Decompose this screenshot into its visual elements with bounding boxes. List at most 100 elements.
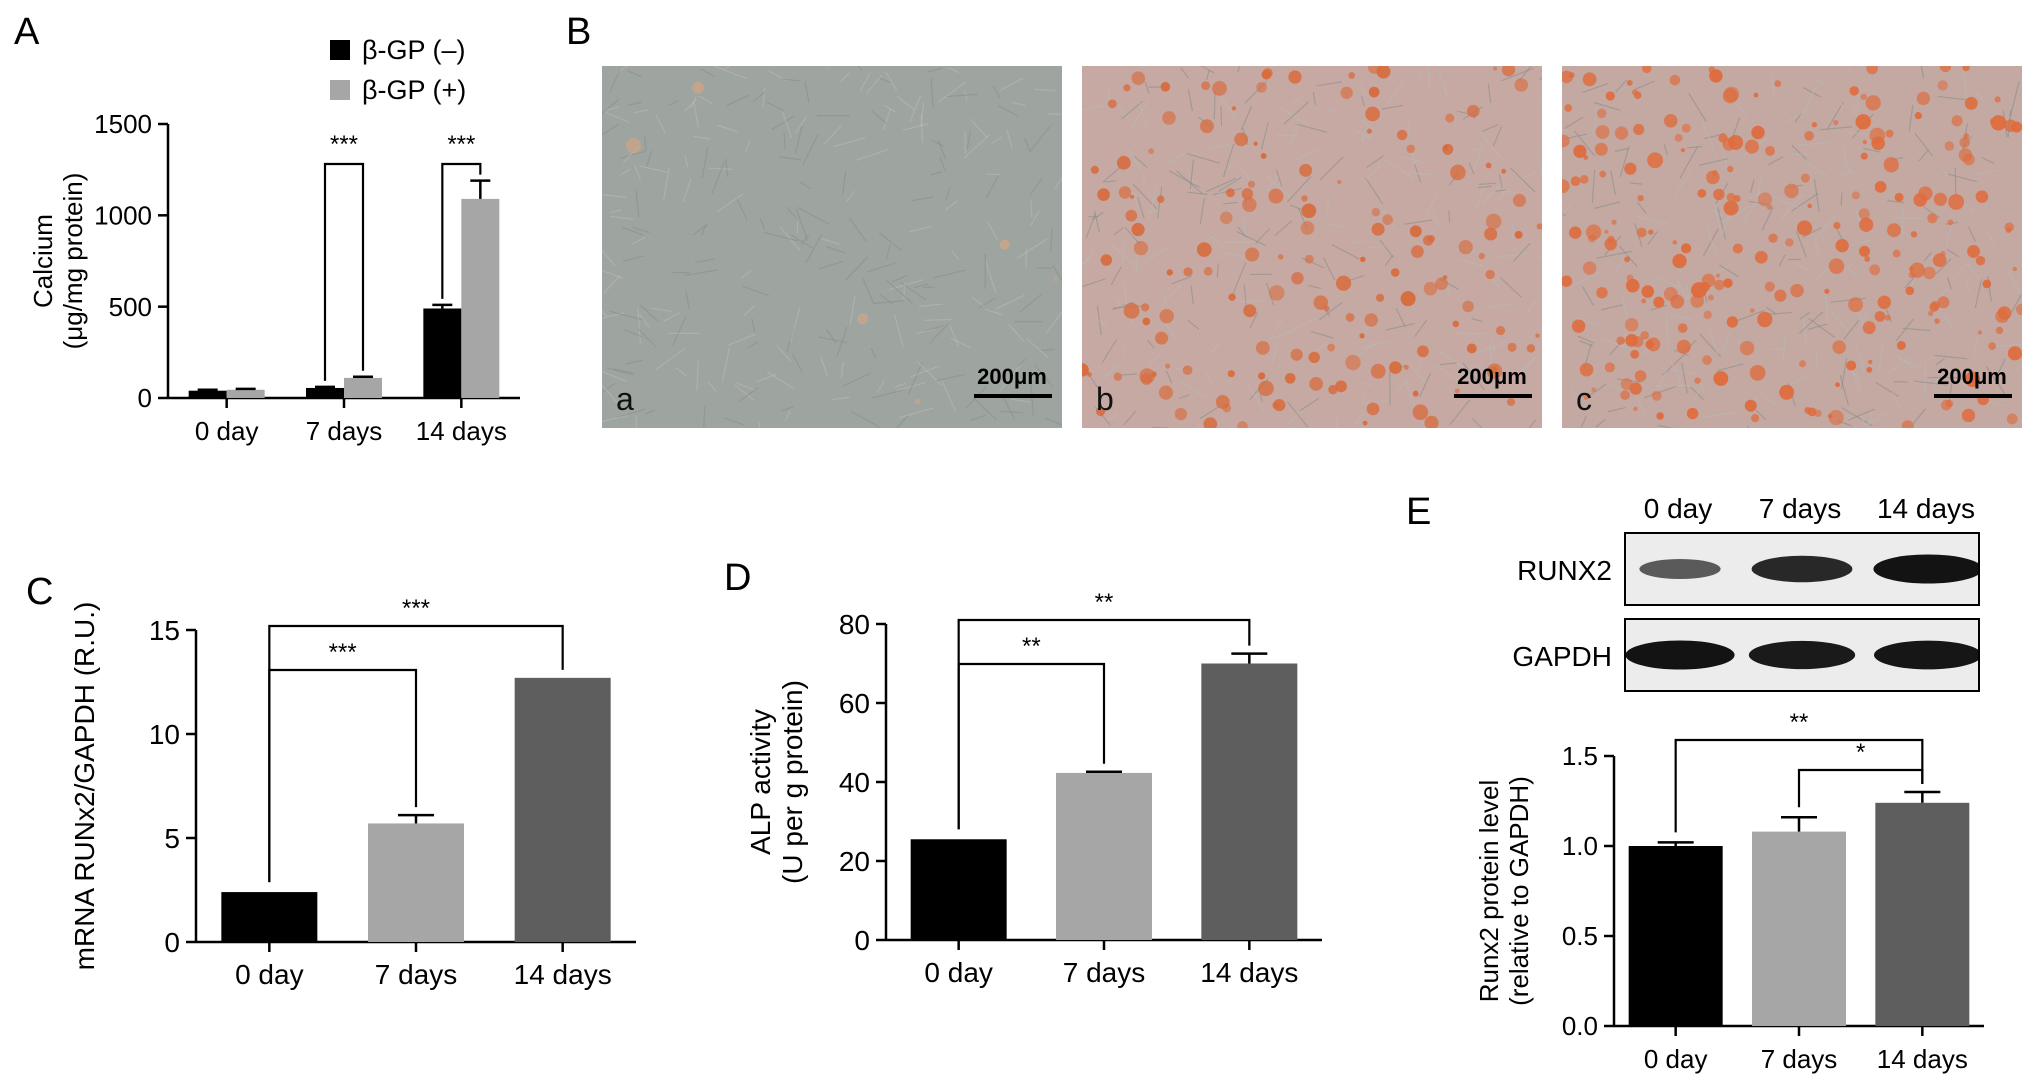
cell-fiber xyxy=(1666,315,1669,349)
mineral-nodule xyxy=(1633,406,1638,412)
mineral-nodule xyxy=(1728,134,1744,150)
cell-fiber xyxy=(1765,306,1776,315)
mineral-nodule xyxy=(1409,225,1422,238)
cell-fiber xyxy=(1472,418,1483,428)
mineral-nodule xyxy=(1125,209,1138,222)
mineral-nodule xyxy=(1493,66,1498,71)
bar xyxy=(1056,772,1152,940)
cell-fiber xyxy=(1512,242,1531,262)
cell-fiber xyxy=(1848,408,1875,421)
mineral-nodule xyxy=(1934,318,1940,324)
cell-fiber xyxy=(1360,382,1373,387)
cell-fiber xyxy=(963,133,991,159)
cell-fiber xyxy=(1901,208,1904,241)
cell-fiber xyxy=(1996,358,2006,376)
bar xyxy=(344,377,382,398)
mineral-nodule xyxy=(1594,142,1608,156)
mineral-nodule xyxy=(1442,144,1449,151)
blot-band xyxy=(1639,558,1721,580)
mineral-nodule xyxy=(1869,127,1886,144)
cell-fiber xyxy=(1712,264,1731,277)
mineral-nodule xyxy=(1166,269,1173,276)
bar xyxy=(221,892,318,942)
mineral-nodule xyxy=(1053,276,1059,282)
mineral-nodule xyxy=(1403,364,1409,370)
mineral-nodule xyxy=(1927,310,1934,317)
mineral-nodule xyxy=(1113,372,1123,381)
cell-fiber xyxy=(1287,125,1300,146)
mineral-nodule xyxy=(1653,296,1665,308)
mineral-nodule xyxy=(1862,321,1876,335)
y-tick-label: 80 xyxy=(839,609,870,640)
cell-fiber xyxy=(685,290,691,310)
mineral-nodule xyxy=(1883,157,1899,173)
mineral-nodule xyxy=(1681,123,1691,133)
cell-fiber xyxy=(1974,279,1983,309)
cell-fiber xyxy=(1352,128,1373,140)
cell-fiber xyxy=(856,66,863,72)
cell-fiber xyxy=(1016,238,1048,259)
mineral-nodule xyxy=(2006,413,2018,425)
bar xyxy=(306,387,344,398)
cell-fiber xyxy=(978,297,997,309)
cell-fiber xyxy=(1235,162,1251,181)
cell-fiber xyxy=(882,108,891,131)
significance-bracket xyxy=(1674,738,1924,833)
cell-fiber xyxy=(818,261,843,270)
y-tick-label: 5 xyxy=(164,823,180,854)
mineral-nodule xyxy=(1727,165,1734,173)
cell-fiber xyxy=(1275,169,1283,187)
mineral-nodule xyxy=(1417,345,1429,358)
cell-fiber xyxy=(1863,147,1881,153)
cell-fiber xyxy=(1402,156,1425,164)
cell-fiber xyxy=(1495,189,1507,192)
cell-fiber xyxy=(1019,293,1043,313)
cell-fiber xyxy=(1904,275,1916,289)
cell-fiber xyxy=(762,87,766,107)
mineral-nodule xyxy=(1284,372,1296,384)
mineral-nodule xyxy=(1123,84,1131,92)
cell-fiber xyxy=(1828,309,1849,332)
mineral-nodule xyxy=(1750,413,1760,423)
cell-fiber xyxy=(1123,410,1137,426)
cell-fiber xyxy=(1204,370,1214,385)
cell-fiber xyxy=(1011,101,1026,107)
cell-fiber xyxy=(1331,244,1360,260)
mineral-nodule xyxy=(1301,203,1317,219)
cell-fiber xyxy=(742,305,756,317)
cell-fiber xyxy=(1633,214,1669,225)
mineral-nodule xyxy=(1412,390,1419,397)
cell-fiber xyxy=(891,274,909,283)
mineral-nodule xyxy=(1874,311,1886,322)
cell-fiber xyxy=(1082,258,1092,264)
cell-fiber xyxy=(655,115,666,133)
cell-fiber xyxy=(1236,230,1267,247)
mineral-nodule xyxy=(1396,129,1408,141)
cell-fiber xyxy=(1815,80,1827,86)
scale-bar-label: 200μm xyxy=(1937,364,2007,389)
cell-fiber xyxy=(781,78,800,82)
cell-fiber xyxy=(1187,319,1200,330)
cell-fiber xyxy=(1167,152,1186,164)
cell-fiber xyxy=(1912,408,1926,425)
cell-fiber xyxy=(1187,89,1193,112)
cell-fiber xyxy=(1036,267,1052,269)
cell-fiber xyxy=(1897,358,1922,368)
mineral-nodule xyxy=(1435,277,1448,291)
mineral-nodule xyxy=(1366,402,1380,416)
cell-fiber xyxy=(1596,250,1632,259)
mineral-nodule xyxy=(1800,173,1810,183)
cell-fiber xyxy=(1132,183,1158,210)
cell-fiber xyxy=(1029,210,1040,227)
mineral-nodule xyxy=(1514,78,1529,92)
mineral-nodule xyxy=(1159,308,1174,324)
cell-fiber xyxy=(1644,385,1677,399)
cell-fiber xyxy=(1023,137,1031,152)
cell-fiber xyxy=(873,299,905,305)
cell-fiber xyxy=(907,362,923,395)
x-tick-label: 14 days xyxy=(1877,1044,1968,1074)
mineral-nodule xyxy=(1641,285,1655,298)
cell-fiber xyxy=(823,125,842,146)
mineral-nodule xyxy=(1364,313,1378,327)
cell-fiber xyxy=(1034,88,1056,92)
